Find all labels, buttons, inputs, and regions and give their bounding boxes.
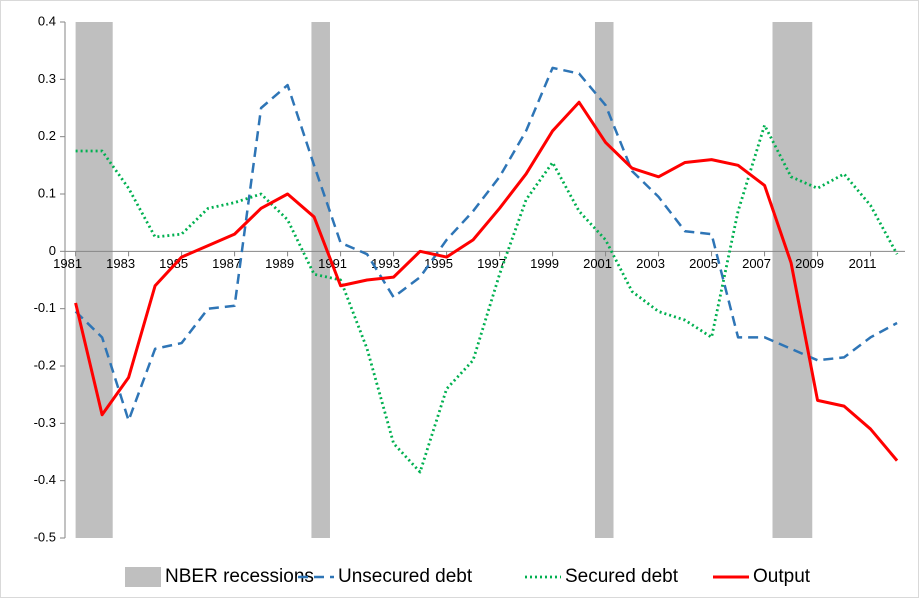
legend-label: Unsecured debt (338, 566, 473, 587)
y-tick-label: -0.3 (34, 415, 56, 430)
y-tick-label: -0.5 (34, 529, 56, 544)
x-tick-label: 1985 (159, 256, 188, 271)
x-tick-label: 2007 (742, 256, 771, 271)
legend-label: Output (753, 566, 811, 587)
y-tick-label: 0.3 (38, 71, 56, 86)
recession-band (75, 22, 113, 538)
recession-band (772, 22, 813, 538)
x-tick-label: 1997 (477, 256, 506, 271)
y-tick-label: -0.1 (34, 300, 56, 315)
y-tick-label: 0.4 (38, 13, 56, 28)
legend-swatch (125, 567, 161, 587)
x-tick-label: 1993 (371, 256, 400, 271)
y-tick-label: -0.2 (34, 357, 56, 372)
recession-band (594, 22, 614, 538)
series-line (74, 100, 899, 462)
x-tick-label: 1983 (106, 256, 135, 271)
x-tick-label: 1995 (424, 256, 453, 271)
recession-band (311, 22, 330, 538)
y-tick-label: -0.4 (34, 472, 56, 487)
x-tick-label: 2003 (636, 256, 665, 271)
x-tick-label: 1989 (265, 256, 294, 271)
series-line (75, 123, 899, 474)
legend-label: Secured debt (565, 566, 679, 587)
x-tick-label: 2005 (689, 256, 718, 271)
x-tick-label: 1981 (53, 256, 82, 271)
y-tick-label: 0 (49, 243, 56, 258)
series-line (74, 66, 898, 422)
y-tick-label: 0.1 (38, 185, 56, 200)
x-tick-label: 2009 (795, 256, 824, 271)
x-tick-label: 2011 (849, 256, 877, 271)
legend-label: NBER recessions (165, 566, 314, 587)
x-tick-label: 1987 (212, 256, 241, 271)
y-tick-label: 0.2 (38, 128, 56, 143)
x-tick-label: 2001 (583, 256, 612, 271)
x-tick-label: 1999 (530, 256, 559, 271)
